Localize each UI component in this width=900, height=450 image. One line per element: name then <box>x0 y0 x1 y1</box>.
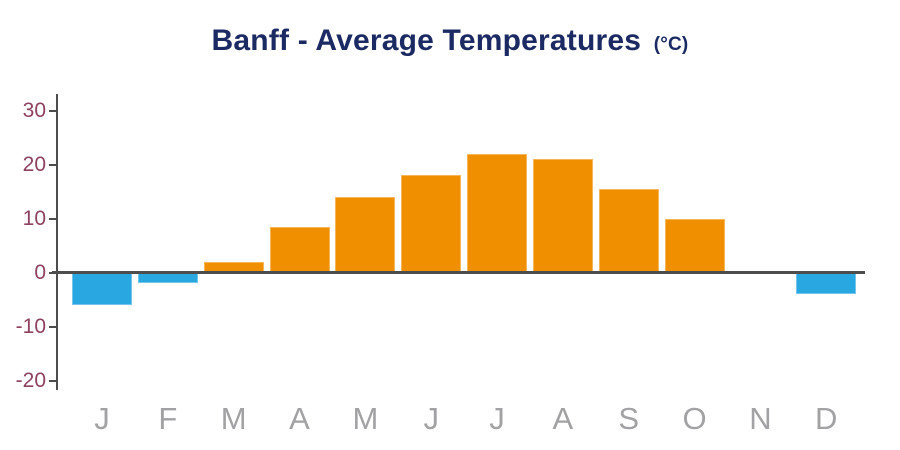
y-tick-mark-30 <box>49 109 58 112</box>
y-tick-mark-10 <box>49 217 58 220</box>
bar-12-D <box>796 272 857 295</box>
chart-title: Banff - Average Temperatures (°C) <box>0 20 900 66</box>
bar-10-O <box>664 218 725 273</box>
y-tick-label-0: 0 <box>34 261 46 284</box>
y-tick-label--20: -20 <box>15 369 46 392</box>
y-tick-label--10: -10 <box>15 315 46 338</box>
y-tick-label-30: 30 <box>22 99 46 122</box>
bar-6-J <box>401 175 462 273</box>
x-axis-label-9-S: S <box>618 401 640 436</box>
y-tick-mark--20 <box>49 379 58 382</box>
bar-4-A <box>269 226 330 273</box>
bar-5-M <box>335 196 396 273</box>
chart-title-text: Banff - Average Temperatures <box>211 24 642 57</box>
x-axis-label-6-J: J <box>423 401 439 436</box>
y-tick-label-20: 20 <box>22 153 46 176</box>
x-axis-label-5-M: M <box>352 401 379 436</box>
y-tick-label-10: 10 <box>22 207 46 230</box>
bar-9-S <box>598 188 659 273</box>
x-axis-label-8-A: A <box>552 401 574 436</box>
x-axis-label-7-J: J <box>489 401 505 436</box>
y-tick-mark--10 <box>49 325 58 328</box>
x-axis-label-12-D: D <box>815 401 838 436</box>
chart-title-unit-label: (°C) <box>653 34 689 55</box>
x-axis-label-3-M: M <box>220 401 247 436</box>
bar-7-J <box>467 153 528 273</box>
x-axis-label-4-A: A <box>289 401 310 436</box>
bar-1-J <box>72 272 132 305</box>
y-tick-mark-20 <box>49 163 58 166</box>
x-axis-label-2-F: F <box>158 401 178 436</box>
y-axis-line <box>56 94 58 390</box>
x-axis-label-1-J: J <box>94 401 110 436</box>
bar-2-F <box>137 272 198 284</box>
x-axis-zero-line <box>52 271 865 274</box>
x-axis-label-11-N: N <box>749 401 772 436</box>
x-axis-label-10-O: O <box>682 401 707 436</box>
bar-8-A <box>532 159 593 273</box>
